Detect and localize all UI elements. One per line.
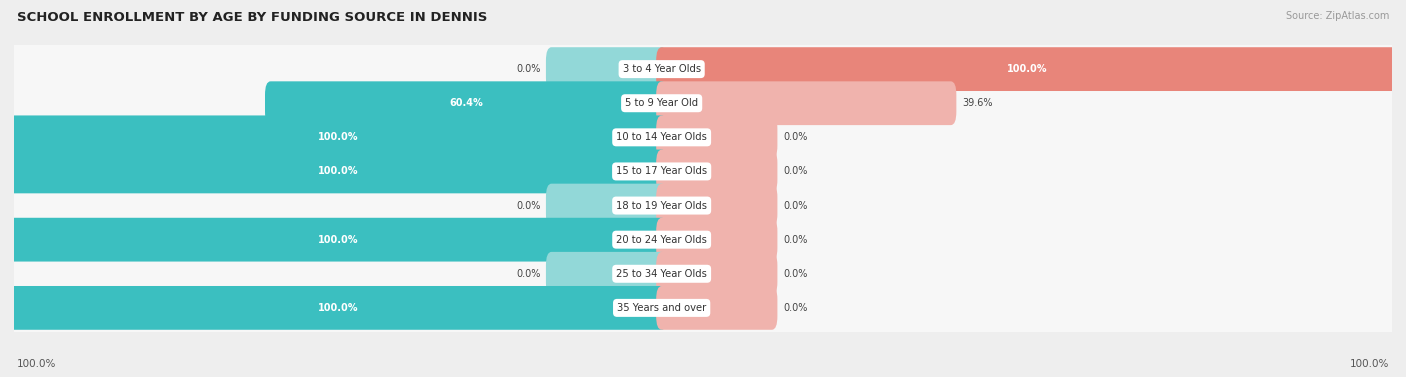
FancyBboxPatch shape (8, 150, 668, 193)
FancyBboxPatch shape (8, 218, 668, 262)
Text: 0.0%: 0.0% (516, 269, 540, 279)
Text: 3 to 4 Year Olds: 3 to 4 Year Olds (623, 64, 700, 74)
Text: 60.4%: 60.4% (449, 98, 484, 108)
Text: 100.0%: 100.0% (1350, 359, 1389, 369)
Text: 0.0%: 0.0% (516, 201, 540, 211)
Text: 20 to 24 Year Olds: 20 to 24 Year Olds (616, 234, 707, 245)
FancyBboxPatch shape (657, 115, 778, 159)
Text: 0.0%: 0.0% (783, 201, 807, 211)
Text: 39.6%: 39.6% (962, 98, 993, 108)
FancyBboxPatch shape (657, 286, 778, 330)
Text: 0.0%: 0.0% (783, 132, 807, 143)
Text: 0.0%: 0.0% (783, 234, 807, 245)
FancyBboxPatch shape (546, 252, 668, 296)
FancyBboxPatch shape (264, 81, 668, 125)
FancyBboxPatch shape (546, 184, 668, 227)
Text: 0.0%: 0.0% (783, 269, 807, 279)
Text: 5 to 9 Year Old: 5 to 9 Year Old (626, 98, 699, 108)
Text: 18 to 19 Year Olds: 18 to 19 Year Olds (616, 201, 707, 211)
FancyBboxPatch shape (11, 39, 1395, 100)
FancyBboxPatch shape (546, 47, 668, 91)
Text: 15 to 17 Year Olds: 15 to 17 Year Olds (616, 166, 707, 176)
FancyBboxPatch shape (11, 175, 1395, 236)
Text: 100.0%: 100.0% (1007, 64, 1047, 74)
FancyBboxPatch shape (11, 209, 1395, 270)
Text: Source: ZipAtlas.com: Source: ZipAtlas.com (1285, 11, 1389, 21)
FancyBboxPatch shape (657, 252, 778, 296)
FancyBboxPatch shape (11, 141, 1395, 202)
FancyBboxPatch shape (8, 286, 668, 330)
Text: 0.0%: 0.0% (516, 64, 540, 74)
Text: 100.0%: 100.0% (318, 132, 359, 143)
FancyBboxPatch shape (657, 47, 1398, 91)
FancyBboxPatch shape (8, 115, 668, 159)
Text: 100.0%: 100.0% (318, 234, 359, 245)
FancyBboxPatch shape (657, 184, 778, 227)
FancyBboxPatch shape (11, 73, 1395, 133)
Text: 100.0%: 100.0% (17, 359, 56, 369)
Text: 100.0%: 100.0% (318, 303, 359, 313)
FancyBboxPatch shape (11, 244, 1395, 304)
FancyBboxPatch shape (11, 107, 1395, 168)
Text: SCHOOL ENROLLMENT BY AGE BY FUNDING SOURCE IN DENNIS: SCHOOL ENROLLMENT BY AGE BY FUNDING SOUR… (17, 11, 488, 24)
Text: 100.0%: 100.0% (318, 166, 359, 176)
Text: 10 to 14 Year Olds: 10 to 14 Year Olds (616, 132, 707, 143)
Text: 25 to 34 Year Olds: 25 to 34 Year Olds (616, 269, 707, 279)
Text: 0.0%: 0.0% (783, 303, 807, 313)
Text: 35 Years and over: 35 Years and over (617, 303, 706, 313)
Text: 0.0%: 0.0% (783, 166, 807, 176)
FancyBboxPatch shape (657, 218, 778, 262)
FancyBboxPatch shape (657, 150, 778, 193)
FancyBboxPatch shape (657, 81, 956, 125)
FancyBboxPatch shape (11, 277, 1395, 338)
